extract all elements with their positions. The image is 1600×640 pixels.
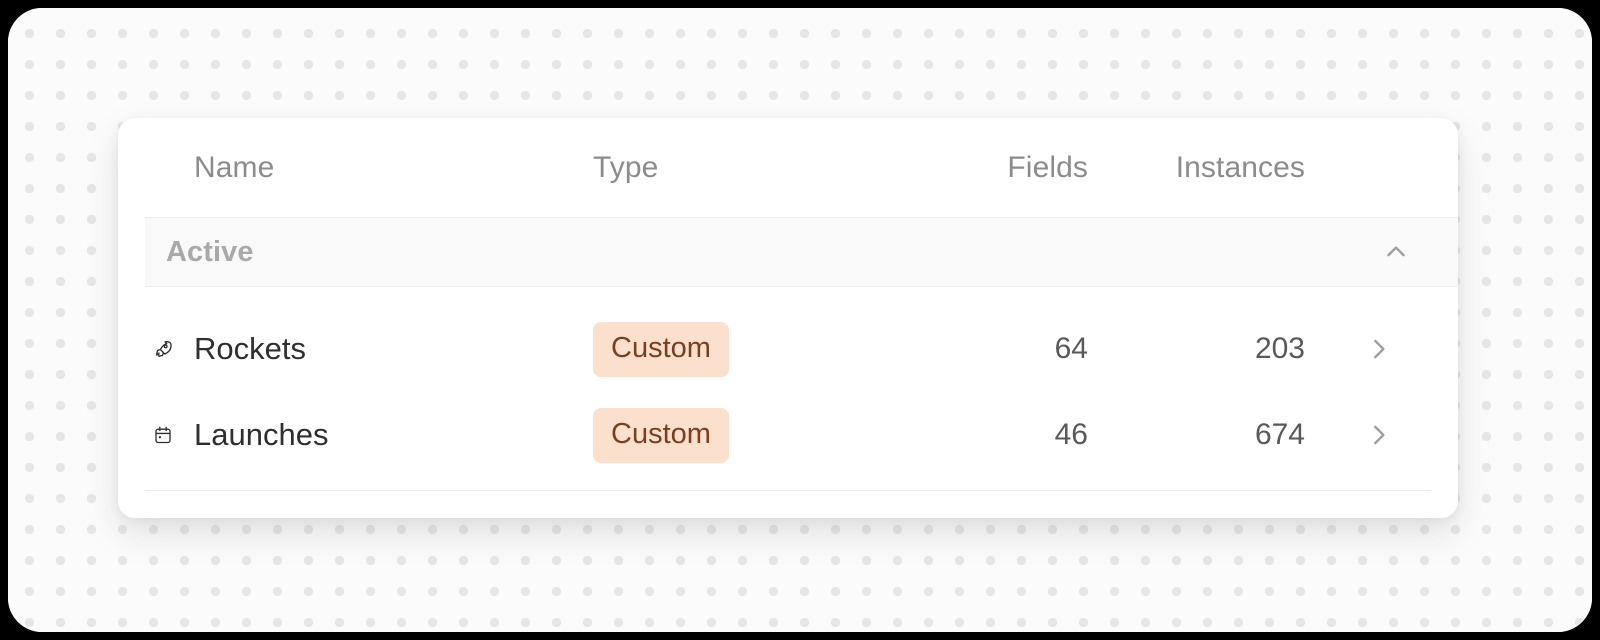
- type-cell: Custom: [593, 321, 893, 377]
- chevron-right-icon[interactable]: [1363, 334, 1441, 364]
- row-name-label: Launches: [194, 417, 329, 452]
- column-header-instances[interactable]: Instances: [1175, 150, 1305, 184]
- column-header-fields[interactable]: Fields: [1007, 150, 1088, 184]
- status-badge: Custom: [593, 407, 729, 463]
- object-types-card: Name Type Fields Instances Active: [118, 118, 1458, 518]
- group-header-label: Active: [166, 235, 254, 268]
- group-header-active[interactable]: Active: [145, 218, 1458, 287]
- table-row[interactable]: Rockets Custom 64 203: [145, 306, 1458, 392]
- chevron-up-icon[interactable]: [1381, 237, 1411, 267]
- table-row[interactable]: Launches Custom 46 674: [145, 392, 1458, 478]
- column-header-name[interactable]: Name: [194, 150, 275, 184]
- header-divider: [145, 217, 1458, 218]
- instances-count: 674: [1254, 418, 1305, 451]
- fields-count: 64: [1054, 332, 1088, 365]
- instances-count: 203: [1254, 332, 1305, 365]
- object-types-table: Name Type Fields Instances Active: [118, 118, 1458, 518]
- device-viewport: Name Type Fields Instances Active: [8, 8, 1592, 632]
- status-badge: Custom: [593, 321, 729, 377]
- table-header-row: Name Type Fields Instances: [118, 118, 1458, 217]
- chevron-right-icon[interactable]: [1363, 420, 1441, 450]
- row-name-label: Rockets: [194, 331, 306, 366]
- fields-count: 46: [1054, 418, 1088, 451]
- calendar-icon: [145, 419, 173, 451]
- type-cell: Custom: [593, 407, 893, 463]
- rocket-icon: [145, 332, 173, 366]
- column-header-type[interactable]: Type: [593, 150, 659, 184]
- table-bottom-divider: [145, 490, 1431, 491]
